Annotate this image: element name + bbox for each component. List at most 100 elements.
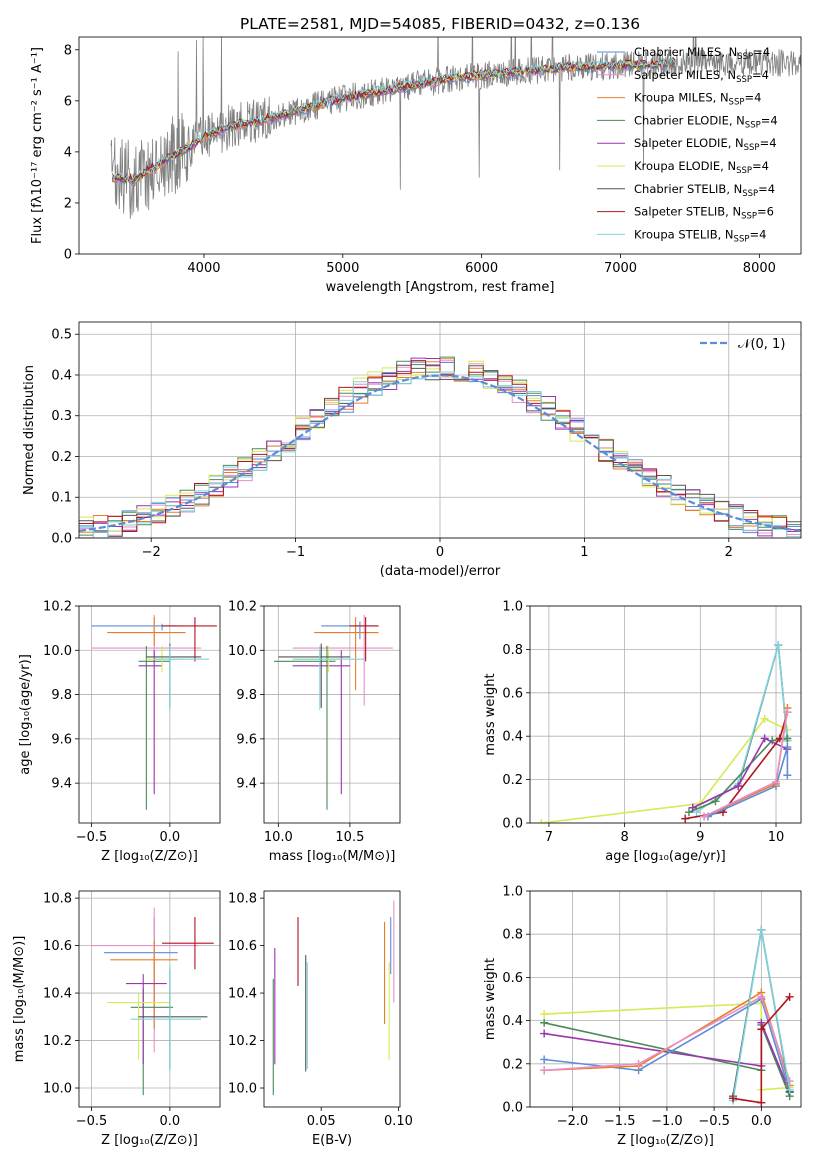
plot-area — [540, 925, 794, 1107]
x-tick-label: −1 — [286, 545, 305, 560]
data-point-3 — [107, 617, 186, 646]
series-marker — [537, 819, 546, 823]
chart-panel-1: PLATE=2581, MJD=54085, FIBERID=0432, z=0… — [30, 15, 802, 295]
observed-spectrum-line — [110, 37, 801, 219]
series-6 — [540, 992, 794, 1086]
legend-entry-7: Chabrier STELIB, NSSP=4 — [634, 182, 775, 199]
series-marker — [757, 992, 766, 1001]
x-tick-label: −0.5 — [76, 830, 108, 845]
y-tick-label: 9.4 — [51, 777, 72, 792]
legend-entry-9: Kroupa STELIB, NSSP=4 — [634, 227, 766, 244]
data-point-2 — [292, 614, 393, 706]
x-axis-label: wavelength [Angstrom, rest frame] — [326, 280, 555, 295]
x-tick-label: 0.05 — [307, 1114, 336, 1129]
x-axis-label: E(B-V) — [312, 1133, 352, 1148]
plot-area — [91, 907, 214, 1096]
y-tick-label: 0.4 — [502, 1014, 523, 1029]
histogram-step-7 — [79, 364, 801, 537]
series-marker — [734, 782, 743, 791]
y-tick-label: 0.4 — [502, 730, 523, 745]
axes-frame — [78, 605, 221, 824]
series-marker — [540, 1055, 549, 1064]
series-marker — [785, 992, 794, 1001]
series-line — [541, 717, 788, 823]
y-tick-label: 1.0 — [502, 885, 523, 900]
x-tick-label: 1 — [580, 545, 588, 560]
data-point-3 — [314, 617, 379, 691]
data-point-4 — [130, 988, 173, 1096]
series-marker — [700, 812, 709, 821]
legend-entry-6: Kroupa ELODIE, NSSP=4 — [634, 159, 769, 176]
y-tick-label: 0.0 — [51, 532, 72, 547]
x-tick-label: 0 — [436, 545, 444, 560]
x-axis-label: mass [log₁₀(M/M⊙)] — [269, 849, 396, 864]
data-point-6 — [107, 993, 170, 1060]
x-tick-label: 6000 — [465, 261, 498, 276]
y-tick-label: 10.0 — [228, 1082, 257, 1097]
legend-entry-4: Chabrier ELODIE, NSSP=4 — [634, 113, 778, 130]
axes-frame — [78, 890, 221, 1108]
x-tick-label: 8 — [620, 830, 628, 845]
data-point-9 — [292, 645, 365, 711]
chart-panel-4: 10.0 10.5 9.4 9.6 9.8 10.0 10.2 mass [log₁₀(M/M… — [228, 600, 401, 864]
series-marker — [783, 734, 792, 743]
axes-frame — [263, 605, 401, 824]
data-point-8 — [162, 917, 214, 970]
x-tick-label: −1.5 — [604, 1114, 636, 1129]
chart-title: PLATE=2581, MJD=54085, FIBERID=0432, z=0… — [240, 15, 640, 33]
y-tick-label: 10.2 — [228, 1034, 257, 1049]
series-marker — [772, 777, 781, 786]
y-tick-label: 10.0 — [228, 644, 257, 659]
y-tick-label: 9.6 — [51, 732, 72, 747]
y-tick-label: 9.4 — [236, 777, 257, 792]
histogram-step-8 — [79, 360, 801, 532]
y-axis-label: Flux [fλ10⁻¹⁷ erg cm⁻² s⁻¹ A⁻¹] — [30, 47, 45, 244]
data-point-8 — [162, 617, 217, 662]
y-tick-label: 1.0 — [502, 600, 523, 615]
series-line — [544, 995, 791, 1082]
y-tick-label: 9.6 — [236, 732, 257, 747]
data-point-5 — [138, 650, 163, 795]
plot-area — [79, 356, 801, 538]
histogram-step-9 — [79, 371, 801, 538]
series-line — [732, 996, 791, 1104]
data-point-3 — [110, 940, 178, 1029]
axes-frame — [263, 890, 401, 1108]
series-marker — [757, 1025, 766, 1034]
x-tick-label: 0.0 — [751, 1114, 772, 1129]
series-marker — [634, 1059, 643, 1068]
series-marker — [540, 1018, 549, 1027]
x-axis-label: (data-model)/error — [380, 564, 501, 579]
chart-panel-3: −0.5 0.0 9.4 9.6 9.8 10.0 10.2 Z [log₁₀(Z/Z⊙)] a… — [18, 600, 221, 864]
y-tick-label: 10.0 — [43, 644, 72, 659]
legend-entry-2: Salpeter MILES, NSSP=4 — [634, 68, 769, 85]
y-tick-label: 4 — [64, 145, 72, 160]
series-line — [696, 644, 789, 813]
y-tick-label: 8 — [64, 43, 72, 58]
y-axis-label: age [log₁₀(age/yr)] — [18, 654, 33, 775]
y-tick-label: 0.6 — [502, 686, 523, 701]
plot-area — [537, 641, 792, 823]
series-marker — [684, 808, 693, 817]
series-line — [707, 746, 789, 818]
series-marker — [681, 814, 690, 823]
x-axis-label: age [log₁₀(age/yr)] — [605, 849, 726, 864]
axes-frame — [78, 36, 802, 255]
x-tick-label: 10 — [768, 830, 785, 845]
legend-entry: 𝒩(0, 1) — [738, 337, 785, 352]
data-point-9 — [154, 645, 210, 711]
y-axis-label: mass [log₁₀(M/M⊙)] — [12, 936, 27, 1063]
plot-area — [91, 614, 217, 810]
chart-panel-8: −2.0 −1.5 −1.0 −0.5 0.0 0.0 0.2 0.4 0.6 0.8 1.0 Z [… — [483, 885, 802, 1148]
series-marker — [540, 1066, 549, 1075]
legend: Chabrier MILES, NSSP=4 Salpeter MILES, NS… — [597, 45, 778, 244]
series-marker — [688, 803, 697, 812]
y-axis-label: Normed distribution — [22, 365, 37, 495]
x-tick-label: 9 — [696, 830, 704, 845]
y-tick-label: 0.8 — [502, 928, 523, 943]
y-tick-label: 10.4 — [228, 987, 257, 1002]
x-axis-label: Z [log₁₀(Z/Z⊙)] — [101, 1133, 198, 1148]
legend-entry-8: Salpeter STELIB, NSSP=6 — [634, 205, 774, 222]
y-tick-label: 0.3 — [51, 409, 72, 424]
